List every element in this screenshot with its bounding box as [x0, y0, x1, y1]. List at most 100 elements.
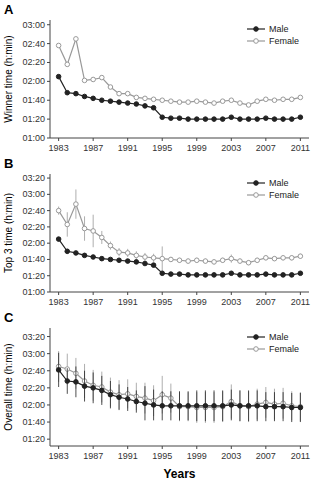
point — [203, 259, 208, 264]
x-tick-label: 1999 — [187, 451, 207, 461]
x-tick-label: 1983 — [49, 451, 69, 461]
x-tick-label: 2011 — [291, 297, 310, 307]
y-tick-label: 03:00 — [22, 20, 45, 30]
point — [125, 251, 130, 256]
point — [143, 401, 148, 406]
point — [177, 258, 182, 263]
point — [281, 404, 286, 409]
point — [91, 386, 96, 391]
point — [82, 384, 87, 389]
y-tick — [47, 210, 50, 211]
point — [151, 256, 156, 261]
x-tick-label: 1999 — [187, 143, 207, 153]
point — [264, 97, 269, 102]
point — [160, 256, 165, 261]
point — [246, 260, 251, 265]
x-tick — [58, 446, 59, 449]
y-tick — [47, 226, 50, 227]
legend: MaleFemale — [247, 332, 299, 354]
y-tick — [47, 292, 50, 293]
point — [220, 404, 225, 409]
point — [143, 261, 148, 266]
point — [289, 117, 294, 122]
series — [56, 237, 302, 277]
legend-label: Female — [269, 344, 299, 354]
legend-label: Female — [269, 190, 299, 200]
point — [298, 404, 303, 409]
y-tick-label: 02:00 — [22, 400, 45, 410]
point — [229, 271, 234, 276]
y-tick-label: 02:00 — [22, 238, 45, 248]
x-tick — [162, 446, 163, 449]
point — [74, 202, 79, 207]
y-tick — [47, 387, 50, 388]
point — [143, 255, 148, 260]
point — [65, 222, 70, 227]
point — [125, 91, 130, 96]
series — [56, 37, 302, 108]
point — [220, 117, 225, 122]
y-tick-label: 03:20 — [22, 173, 45, 183]
point — [108, 99, 113, 104]
x-tick — [196, 446, 197, 449]
point — [151, 97, 156, 102]
point — [272, 98, 277, 103]
y-tick — [47, 119, 50, 120]
point — [117, 395, 122, 400]
point — [91, 77, 96, 82]
y-axis-line — [50, 174, 51, 292]
point — [65, 379, 70, 384]
point — [203, 117, 208, 122]
point — [186, 259, 191, 264]
point — [220, 258, 225, 263]
x-tick — [127, 446, 128, 449]
point — [91, 229, 96, 234]
point — [212, 101, 217, 106]
point — [117, 250, 122, 255]
point — [125, 397, 130, 402]
point — [160, 115, 165, 120]
y-axis-label: Winner time (h:min) — [3, 35, 14, 122]
x-tick — [93, 292, 94, 295]
point — [281, 273, 286, 278]
y-tick — [47, 81, 50, 82]
panel: C01:2001:4002:0002:2002:4003:0003:201983… — [3, 310, 310, 481]
point — [65, 249, 70, 254]
point — [238, 117, 243, 122]
point — [100, 256, 105, 261]
x-tick — [300, 138, 301, 141]
point — [160, 271, 165, 276]
x-tick — [196, 138, 197, 141]
point — [74, 37, 79, 42]
y-tick-label: 01:40 — [22, 417, 45, 427]
x-tick-label: 1991 — [118, 297, 138, 307]
y-tick — [47, 138, 50, 139]
y-tick — [47, 259, 50, 260]
point — [151, 403, 156, 408]
y-tick — [47, 370, 50, 371]
point — [56, 368, 61, 373]
point — [246, 103, 251, 108]
y-tick — [47, 194, 50, 195]
point — [74, 380, 79, 385]
y-axis-label: Top 3 time (h:min) — [3, 193, 14, 273]
y-tick — [47, 439, 50, 440]
point — [194, 258, 199, 263]
x-tick — [93, 446, 94, 449]
point — [229, 115, 234, 120]
y-tick — [47, 24, 50, 25]
point — [289, 405, 294, 410]
point — [169, 99, 174, 104]
point — [177, 404, 182, 409]
point — [255, 117, 260, 122]
point — [143, 104, 148, 109]
y-tick — [47, 422, 50, 423]
point — [186, 404, 191, 409]
y-tick — [47, 336, 50, 337]
y-tick — [47, 178, 50, 179]
point — [220, 99, 225, 104]
point — [203, 404, 208, 409]
point — [238, 404, 243, 409]
point — [255, 404, 260, 409]
point — [177, 116, 182, 121]
